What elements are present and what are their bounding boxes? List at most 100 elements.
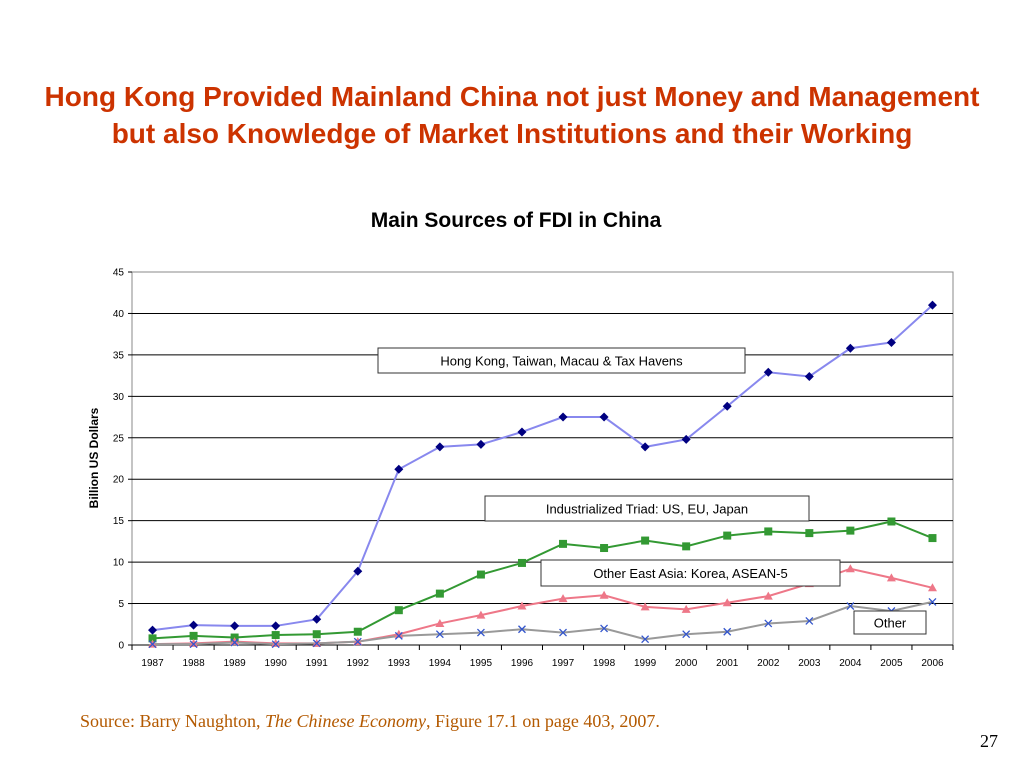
page-number: 27 (980, 731, 998, 751)
point-other-east-asia-1997 (558, 594, 568, 603)
x-tick-label-1991: 1991 (306, 658, 329, 669)
point-other-1991 (312, 639, 321, 648)
point-hong-kong-taiwan-2005 (886, 337, 896, 347)
point-other-east-asia-2005 (886, 573, 896, 582)
point-hong-kong-taiwan-2002 (763, 367, 773, 377)
x-tick-label-1989: 1989 (224, 658, 247, 669)
point-other-1992 (353, 637, 362, 646)
point-other-east-asia-2006 (927, 583, 937, 592)
x-tick-label-2004: 2004 (839, 658, 862, 669)
y-tick-label-20: 20 (113, 475, 125, 486)
y-tick-label-5: 5 (118, 599, 124, 610)
plot-area (131, 271, 954, 646)
y-tick-label-0: 0 (118, 641, 124, 652)
series-label-box-hong-kong-taiwan (377, 347, 746, 374)
y-tick-label-30: 30 (113, 392, 125, 403)
x-tick-label-2000: 2000 (675, 658, 698, 669)
x-tick-label-2003: 2003 (798, 658, 821, 669)
point-hong-kong-taiwan-1994 (435, 442, 445, 452)
series-line-other (152, 600, 933, 646)
x-tick-label-1987: 1987 (141, 658, 164, 669)
x-tick-label-2005: 2005 (880, 658, 903, 669)
point-hong-kong-taiwan-1991 (312, 614, 322, 624)
point-other-1996 (518, 625, 526, 634)
point-hong-kong-taiwan-1993 (394, 464, 404, 474)
point-industrialized-triad-1998 (600, 544, 609, 553)
series-label-hong-kong-taiwan: Hong Kong, Taiwan, Macau & Tax Havens (440, 354, 683, 369)
point-other-2004 (846, 602, 855, 611)
point-other-1987 (148, 640, 157, 649)
point-hong-kong-taiwan-1999 (640, 442, 650, 452)
point-industrialized-triad-1996 (517, 558, 526, 567)
point-industrialized-triad-1992 (353, 627, 362, 636)
y-tick-label-10: 10 (113, 558, 125, 569)
point-other-2001 (723, 627, 732, 636)
point-other-1989 (230, 638, 239, 647)
series-line-industrialized-triad (152, 520, 933, 640)
point-industrialized-triad-2004 (846, 526, 855, 535)
y-tick-label-25: 25 (113, 433, 125, 444)
point-other-2006 (928, 597, 937, 606)
y-axis-label: Billion US Dollars (87, 407, 101, 508)
point-industrialized-triad-2006 (928, 534, 937, 543)
point-hong-kong-taiwan-1992 (353, 566, 363, 576)
point-industrialized-triad-2001 (723, 531, 732, 540)
point-other-2000 (682, 630, 691, 639)
point-hong-kong-taiwan-1996 (517, 427, 527, 437)
series-line-hong-kong-taiwan (152, 304, 934, 632)
y-tick-label-40: 40 (113, 309, 125, 320)
point-other-east-asia-1994 (435, 618, 445, 627)
point-other-east-asia-1996 (517, 601, 527, 610)
point-hong-kong-taiwan-1989 (230, 621, 240, 631)
x-tick-label-1992: 1992 (347, 658, 370, 669)
point-industrialized-triad-1988 (189, 631, 198, 640)
y-tick-label-15: 15 (113, 516, 125, 527)
point-hong-kong-taiwan-2006 (927, 300, 937, 310)
point-other-2002 (764, 619, 773, 628)
point-other-1998 (600, 624, 609, 633)
point-industrialized-triad-2003 (805, 529, 814, 538)
point-other-1999 (641, 635, 650, 644)
point-other-east-asia-2002 (763, 591, 773, 600)
source-book-title: The Chinese Economy (264, 711, 426, 731)
point-other-east-asia-1989 (230, 637, 240, 646)
source-suffix: , Figure 17.1 on page 403, 2007. (425, 711, 660, 731)
point-other-1994 (435, 630, 444, 639)
x-tick-label-1997: 1997 (552, 658, 575, 669)
point-industrialized-triad-1990 (271, 631, 280, 640)
series-label-industrialized-triad: Industrialized Triad: US, EU, Japan (546, 502, 748, 517)
point-other-east-asia-2004 (845, 564, 855, 573)
point-industrialized-triad-2002 (764, 527, 773, 536)
point-industrialized-triad-1991 (312, 630, 321, 639)
point-other-east-asia-1990 (271, 638, 281, 647)
point-other-east-asia-2001 (722, 598, 732, 607)
x-tick-label-1990: 1990 (265, 658, 288, 669)
slide-title: Hong Kong Provided Mainland China not ju… (44, 81, 980, 149)
point-industrialized-triad-2000 (682, 542, 691, 551)
point-other-1990 (271, 640, 280, 649)
point-industrialized-triad-1997 (559, 539, 568, 548)
point-other-1995 (476, 628, 485, 637)
point-hong-kong-taiwan-2003 (804, 371, 814, 381)
point-industrialized-triad-1995 (476, 570, 485, 579)
x-tick-label-1993: 1993 (388, 658, 411, 669)
point-hong-kong-taiwan-2000 (681, 434, 691, 444)
y-tick-label-45: 45 (113, 268, 125, 279)
source-prefix: Source: Barry Naughton, (80, 711, 265, 731)
y-tick-label-35: 35 (113, 350, 125, 361)
point-hong-kong-taiwan-1997 (558, 412, 568, 422)
point-industrialized-triad-1994 (435, 589, 444, 598)
point-other-1997 (559, 628, 567, 637)
chart-title: Main Sources of FDI in China (370, 209, 662, 232)
point-industrialized-triad-1999 (641, 536, 650, 545)
point-hong-kong-taiwan-1995 (476, 439, 486, 449)
point-other-east-asia-1993 (394, 629, 404, 638)
series-label-box-industrialized-triad (484, 495, 810, 522)
x-tick-label-1999: 1999 (634, 658, 657, 669)
x-tick-label-2001: 2001 (716, 658, 739, 669)
point-hong-kong-taiwan-2001 (722, 401, 732, 411)
point-hong-kong-taiwan-2004 (845, 343, 855, 353)
point-other-2003 (805, 617, 814, 625)
x-tick-label-1998: 1998 (593, 658, 616, 669)
point-other-1988 (189, 640, 198, 649)
